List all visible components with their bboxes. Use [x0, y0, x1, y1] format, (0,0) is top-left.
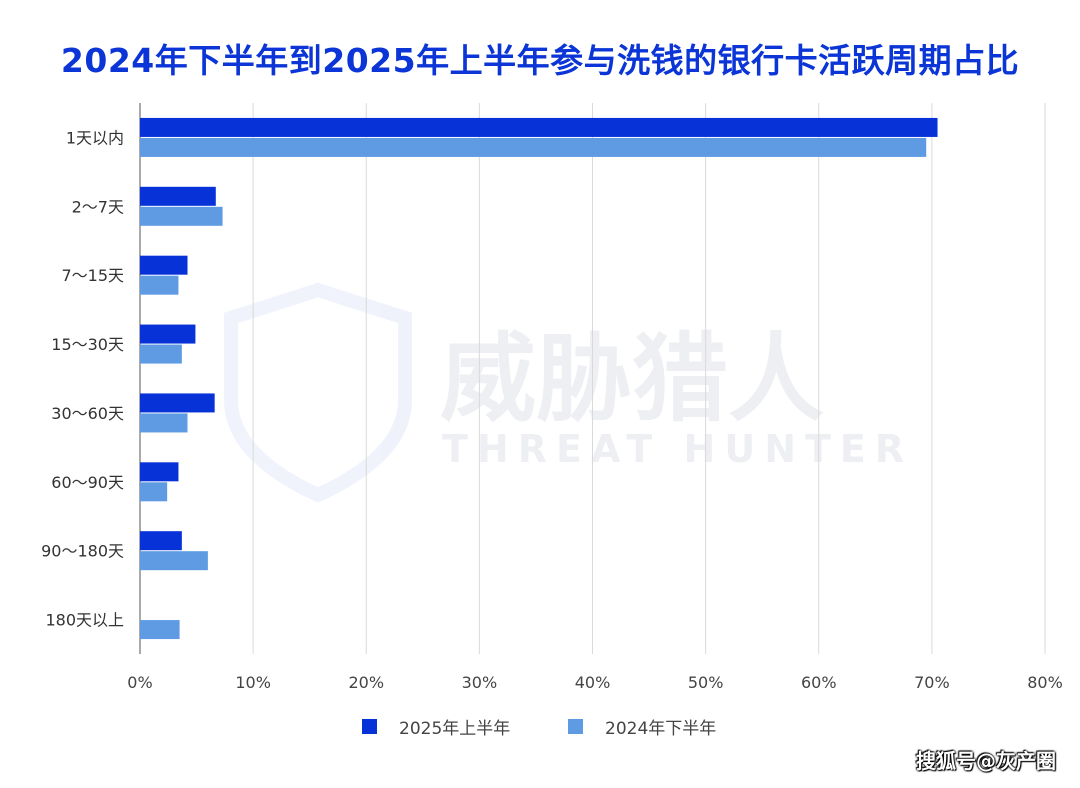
legend-item: 2024年下半年	[568, 714, 716, 739]
bar	[140, 462, 179, 482]
bar	[140, 413, 188, 433]
legend-label: 2025年上半年	[399, 719, 511, 739]
bar	[140, 137, 927, 157]
shield-icon	[224, 282, 412, 503]
y-category-label: 60～90天	[51, 473, 124, 492]
legend-swatch	[568, 719, 583, 734]
y-category-label: 7～15天	[61, 266, 124, 285]
y-category-label: 15～30天	[51, 335, 124, 354]
y-category-label: 2～7天	[72, 197, 124, 216]
x-tick-label: 30%	[462, 673, 498, 692]
y-category-label: 30～60天	[51, 404, 124, 423]
legend-label: 2024年下半年	[605, 719, 717, 739]
legend-swatch	[362, 719, 377, 734]
y-category-label: 180天以上	[45, 611, 124, 630]
bar	[140, 255, 188, 275]
x-tick-label: 20%	[348, 673, 384, 692]
x-tick-label: 10%	[235, 673, 271, 692]
watermark-logo-text: 威胁猎人	[440, 323, 824, 435]
legend-item: 2025年上半年	[362, 714, 510, 739]
y-category-label: 1天以内	[66, 128, 124, 147]
bar	[140, 482, 168, 502]
bar	[140, 117, 938, 137]
x-tick-label: 80%	[1027, 673, 1063, 692]
chart-title: 2024年下半年到2025年上半年参与洗钱的银行卡活跃周期占比	[60, 41, 1020, 80]
x-tick-label: 50%	[688, 673, 724, 692]
bar	[140, 344, 182, 364]
source-credit: 搜狐号@灰产圈	[916, 749, 1056, 773]
x-tick-label: 0%	[127, 673, 152, 692]
x-tick-label: 70%	[914, 673, 950, 692]
x-tick-label: 60%	[801, 673, 837, 692]
bar	[140, 620, 180, 640]
y-category-label: 90～180天	[41, 542, 124, 561]
x-tick-label: 40%	[575, 673, 611, 692]
bar	[140, 531, 182, 551]
chart-legend: 2025年上半年 2024年下半年	[0, 714, 1080, 739]
bar	[140, 551, 208, 571]
bar	[140, 275, 179, 295]
bar	[140, 206, 223, 226]
bar	[140, 186, 216, 206]
watermark-logo-subtext: THREAT HUNTER	[442, 427, 913, 471]
bar	[140, 393, 215, 413]
bar	[140, 324, 196, 344]
